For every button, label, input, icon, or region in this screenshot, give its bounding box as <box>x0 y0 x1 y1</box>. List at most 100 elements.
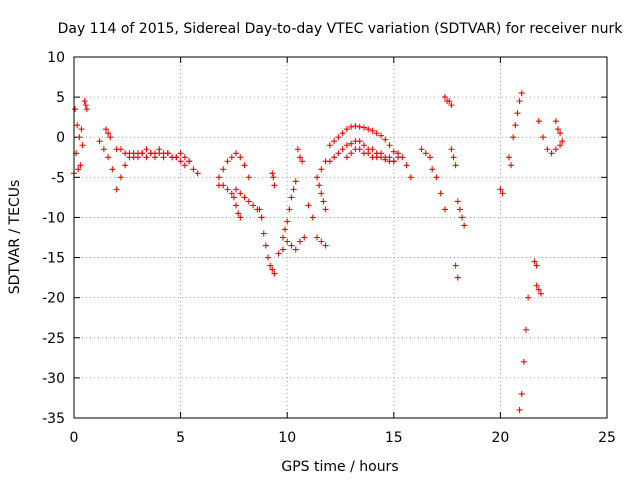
data-point <box>109 166 116 173</box>
data-point <box>96 138 103 145</box>
series-arc-18 <box>343 146 397 165</box>
data-point <box>378 132 385 139</box>
data-point <box>322 206 329 213</box>
data-point <box>508 162 515 169</box>
data-point <box>286 206 293 213</box>
data-point <box>497 186 504 193</box>
data-point <box>301 234 308 241</box>
data-point <box>305 202 312 209</box>
data-point <box>282 226 289 233</box>
data-point <box>386 142 393 149</box>
data-point <box>512 122 519 129</box>
data-point <box>177 150 184 157</box>
data-points <box>71 90 566 413</box>
data-point <box>533 262 540 269</box>
data-point <box>156 146 163 153</box>
series-arc-31 <box>533 282 544 297</box>
data-point <box>459 214 466 221</box>
data-point <box>233 150 240 157</box>
data-point <box>535 118 542 125</box>
data-point <box>79 142 86 149</box>
data-point <box>292 246 299 253</box>
data-point <box>314 234 321 241</box>
y-axis-label: SDTVAR / TECUs <box>7 180 23 295</box>
data-point <box>339 130 346 137</box>
data-point <box>316 182 323 189</box>
series-arc-23 <box>448 146 459 169</box>
data-point <box>356 123 363 130</box>
x-tick-label: 5 <box>176 430 185 446</box>
data-point <box>102 126 109 133</box>
data-point <box>181 154 188 161</box>
data-point <box>427 154 434 161</box>
series-arc-12 <box>279 178 299 241</box>
x-tick-label: 10 <box>278 430 296 446</box>
data-point <box>454 198 461 205</box>
data-point <box>452 162 459 169</box>
data-point <box>320 198 327 205</box>
data-point <box>454 274 461 281</box>
data-point <box>288 242 295 249</box>
series-arc-20 <box>418 146 434 161</box>
data-point <box>194 170 201 177</box>
data-point <box>365 150 372 157</box>
data-point <box>348 140 355 147</box>
data-point <box>422 150 429 157</box>
data-point <box>76 134 83 141</box>
data-point <box>215 174 222 181</box>
data-point <box>260 230 267 237</box>
data-point <box>269 170 276 177</box>
data-point <box>275 250 282 257</box>
data-point <box>331 154 338 161</box>
data-point <box>250 202 257 209</box>
data-point <box>382 136 389 143</box>
data-point <box>537 290 544 297</box>
data-point <box>360 142 367 149</box>
data-point <box>117 146 124 153</box>
series-arc-6 <box>215 150 252 181</box>
data-point <box>554 126 561 133</box>
data-point <box>378 154 385 161</box>
data-point <box>331 138 338 145</box>
data-point <box>335 134 342 141</box>
data-point <box>407 174 414 181</box>
data-point <box>335 150 342 157</box>
data-point <box>448 146 455 153</box>
data-point <box>233 186 240 193</box>
data-point <box>535 286 542 293</box>
data-point <box>356 138 363 145</box>
series-arc-10 <box>269 170 278 189</box>
series-arc-1 <box>71 106 86 177</box>
data-point <box>369 146 376 153</box>
data-point <box>113 186 120 193</box>
data-point <box>309 214 316 221</box>
data-point <box>348 123 355 130</box>
data-point <box>237 154 244 161</box>
data-point <box>318 190 325 197</box>
series-arc-24 <box>452 262 461 281</box>
data-point <box>382 156 389 163</box>
chart-title: Day 114 of 2015, Sidereal Day-to-day VTE… <box>58 21 624 37</box>
axis-ticks <box>73 56 608 419</box>
data-point <box>107 134 114 141</box>
data-point <box>77 162 84 169</box>
data-point <box>456 206 463 213</box>
data-point <box>130 154 137 161</box>
data-point <box>220 182 227 189</box>
data-point <box>230 194 237 201</box>
data-point <box>505 154 512 161</box>
plot-frame <box>73 56 608 419</box>
data-point <box>262 242 269 249</box>
data-point <box>418 146 425 153</box>
data-point <box>326 142 333 149</box>
data-point <box>220 166 227 173</box>
data-point <box>343 154 350 161</box>
data-point <box>518 390 525 397</box>
series-arc-32 <box>535 118 564 157</box>
data-point <box>105 130 112 137</box>
series-arc-2 <box>81 98 90 113</box>
data-point <box>237 214 244 221</box>
x-tick-label: 25 <box>598 430 616 446</box>
data-point <box>356 146 363 153</box>
x-axis-label: GPS time / hours <box>281 459 398 475</box>
